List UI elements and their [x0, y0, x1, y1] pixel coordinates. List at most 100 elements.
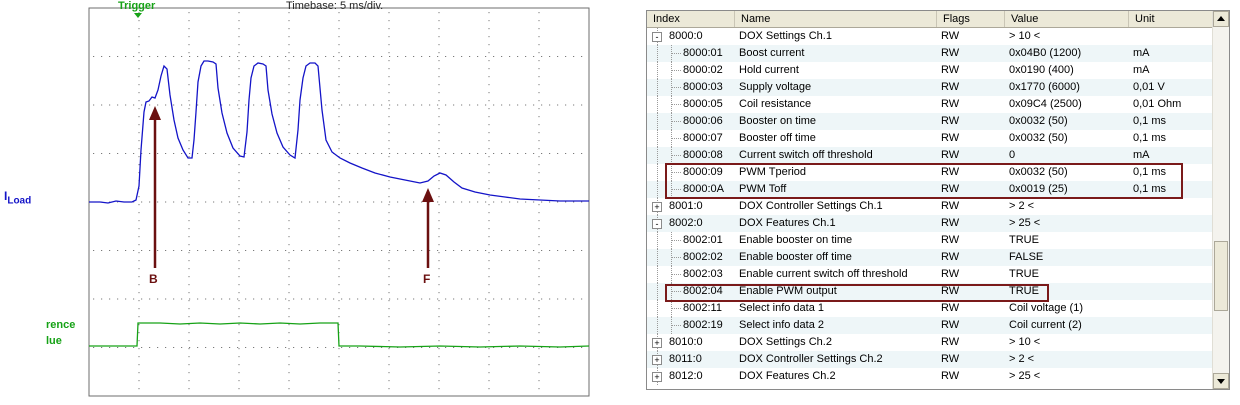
grid-dot [429, 153, 431, 154]
grid-dot [538, 380, 540, 382]
cell-unit [1133, 249, 1209, 266]
grid-dot [238, 388, 240, 390]
column-header-index[interactable]: Index [647, 11, 735, 27]
grid-dot [238, 196, 240, 198]
vertical-scrollbar[interactable] [1212, 11, 1229, 389]
table-row[interactable]: -8000:0 DOX Settings Ch.1 RW > 10 < [647, 28, 1213, 45]
table-row[interactable]: -8002:0 DOX Features Ch.1 RW > 25 < [647, 215, 1213, 232]
grid-dot [413, 347, 415, 348]
table-row[interactable]: +8011:0 DOX Controller Settings Ch.2 RW > 2… [647, 351, 1213, 368]
marker-b-arrow [149, 106, 161, 268]
grid-dot [188, 268, 190, 270]
table-row[interactable]: 8002:02 Enable booster off time RW FALSE [647, 249, 1213, 266]
grid-dot [325, 250, 327, 251]
table-row[interactable]: 8002:11 Select info data 1 RW Coil voltage … [647, 300, 1213, 317]
grid-dot [538, 316, 540, 318]
expand-icon[interactable]: + [652, 355, 662, 365]
tree-line [657, 147, 658, 164]
grid-dot [277, 347, 279, 348]
grid-dot [469, 250, 471, 251]
grid-dot [133, 153, 135, 154]
column-header-flags[interactable]: Flags [937, 11, 1005, 27]
grid-dot [288, 108, 290, 110]
grid-dot [365, 153, 367, 154]
grid-dot [557, 104, 559, 106]
grid-dot [238, 356, 240, 358]
grid-dot [341, 347, 343, 348]
scroll-down-button[interactable] [1213, 373, 1229, 389]
cell-value: 0x0019 (25) [1009, 183, 1068, 195]
grid-dot [438, 340, 440, 342]
cell-unit: mA [1133, 47, 1150, 59]
grid-dot [488, 244, 490, 246]
grid-dot [517, 347, 519, 348]
grid-dot [538, 36, 540, 38]
collapse-icon[interactable]: - [652, 32, 662, 42]
grid-dot [288, 212, 290, 214]
table-row[interactable]: 8000:09 PWM Tperiod RW 0x0032 (50) 0,1 ms [647, 164, 1213, 181]
grid-dot [438, 124, 440, 126]
table-row[interactable]: 8002:01 Enable booster on time RW TRUE [647, 232, 1213, 249]
grid-dot [188, 148, 190, 150]
grid-dot [538, 372, 540, 374]
scrollbar-thumb[interactable] [1214, 241, 1228, 311]
grid-dot [488, 12, 490, 14]
grid-dot [338, 300, 340, 302]
column-header-value[interactable]: Value [1005, 11, 1129, 27]
grid-dot [517, 250, 519, 251]
table-row[interactable]: +8012:0 DOX Features Ch.2 RW > 25 < [647, 368, 1213, 385]
grid-dot [288, 260, 290, 262]
table-row[interactable]: +8010:0 DOX Settings Ch.2 RW > 10 < [647, 334, 1213, 351]
grid-dot [509, 250, 511, 251]
table-row[interactable]: 8000:03 Supply voltage RW 0x1770 (6000) 0,01… [647, 79, 1213, 96]
cell-index: 8002:04 [683, 285, 723, 297]
expand-icon[interactable]: + [652, 372, 662, 382]
expand-icon[interactable]: + [652, 202, 662, 212]
expand-icon[interactable]: + [652, 338, 662, 348]
grid-dot [288, 52, 290, 54]
collapse-icon[interactable]: - [652, 219, 662, 229]
grid-dot [188, 156, 190, 158]
table-row[interactable]: 8000:07 Booster off time RW 0x0032 (50) 0,1 … [647, 130, 1213, 147]
grid-dot [357, 347, 359, 348]
grid-dot [141, 347, 143, 348]
table-row[interactable]: 8002:03 Enable current switch off thresho… [647, 266, 1213, 283]
grid-dot [229, 298, 231, 300]
table-row[interactable]: 8000:05 Coil resistance RW 0x09C4 (2500) 0,0… [647, 96, 1213, 113]
grid-dot [317, 104, 319, 106]
grid-dot [293, 347, 295, 348]
table-row[interactable]: 8000:02 Hold current RW 0x0190 (400) mA [647, 62, 1213, 79]
column-header-name[interactable]: Name [735, 11, 937, 27]
grid-dot [493, 298, 495, 300]
grid-dot [549, 104, 551, 106]
cell-flags: RW [941, 285, 960, 297]
grid-dot [338, 28, 340, 30]
table-row[interactable]: 8000:01 Boost current RW 0x04B0 (1200) mA [647, 45, 1213, 62]
grid-dot [438, 228, 440, 230]
cell-value: > 25 < [1009, 217, 1041, 229]
grid-dot [405, 56, 407, 57]
column-header-unit[interactable]: Unit [1129, 11, 1213, 27]
cell-name: Enable PWM output [739, 285, 837, 297]
table-row[interactable]: +8001:0 DOX Controller Settings Ch.1 RW > 2… [647, 198, 1213, 215]
table-row[interactable]: 8002:19 Select info data 2 RW Coil current … [647, 317, 1213, 334]
grid-dot [245, 347, 247, 348]
grid-dot [413, 250, 415, 251]
grid-dot [149, 298, 151, 300]
table-row[interactable]: 8000:08 Current switch off threshold RW 0 mA [647, 147, 1213, 164]
grid-dot [188, 284, 190, 286]
cell-name: Booster on time [739, 115, 817, 127]
grid-dot [237, 201, 239, 203]
grid-dot [245, 56, 247, 57]
tree-line [671, 138, 681, 139]
table-row[interactable]: 8002:04 Enable PWM output RW TRUE [647, 283, 1213, 300]
grid-dot [288, 84, 290, 86]
grid-dot [357, 56, 359, 57]
grid-dot [288, 220, 290, 222]
grid-dot [413, 56, 415, 57]
table-row[interactable]: 8000:0A PWM Toff RW 0x0019 (25) 0,1 ms [647, 181, 1213, 198]
table-row[interactable]: 8000:06 Booster on time RW 0x0032 (50) 0,1 m… [647, 113, 1213, 130]
grid-dot [117, 153, 119, 154]
scroll-up-button[interactable] [1213, 11, 1229, 27]
grid-dot [421, 347, 423, 348]
